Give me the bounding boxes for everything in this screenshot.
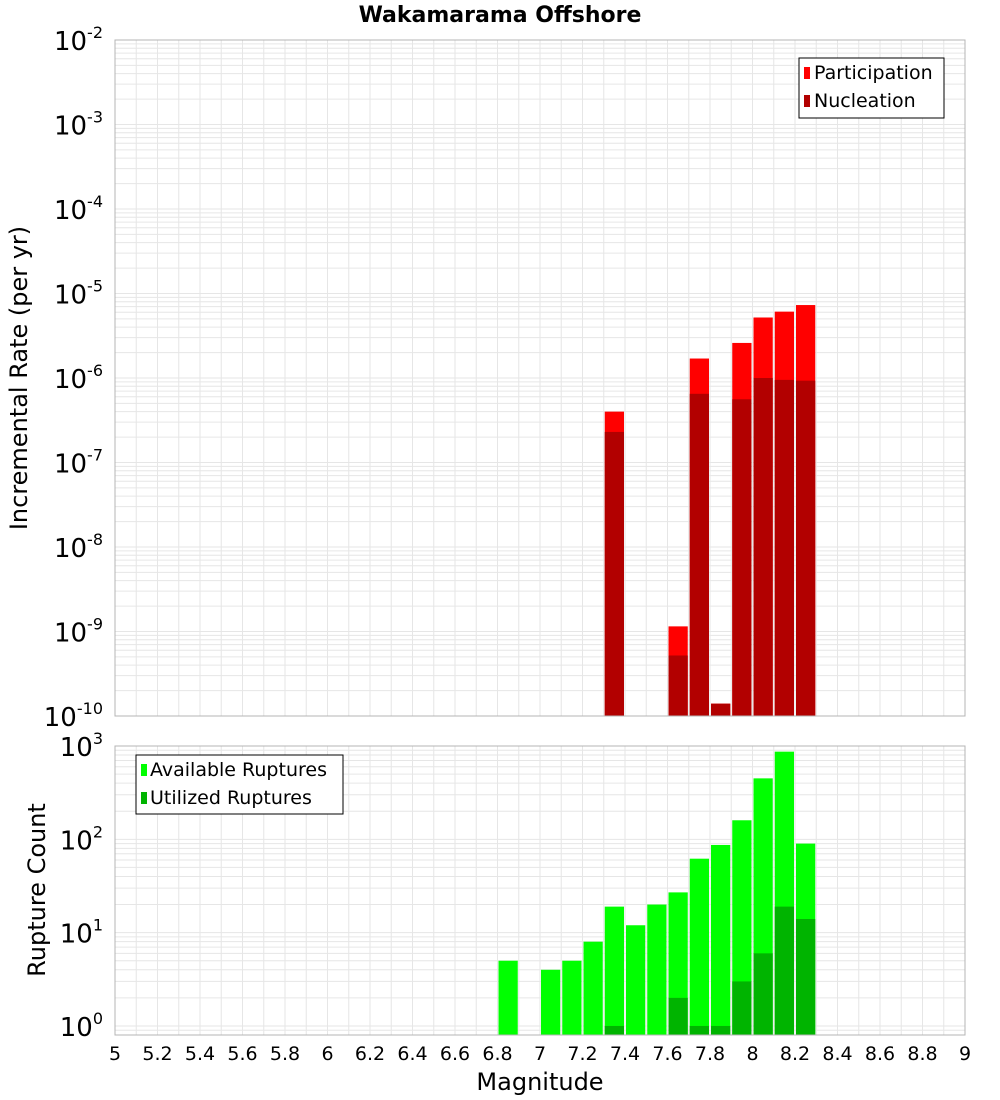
x-tick-label: 5.8 — [270, 1043, 300, 1065]
y-tick-label: 10-5 — [54, 277, 103, 311]
bar-utilized-ruptures — [753, 953, 773, 1035]
bar-utilized-ruptures — [796, 919, 816, 1035]
top-legend-box — [798, 57, 945, 119]
bar-utilized-ruptures — [689, 1025, 709, 1035]
bottom-plot-frame — [114, 745, 966, 1036]
bar-nucleation — [753, 378, 773, 716]
x-tick-label: 6.4 — [397, 1043, 427, 1065]
bar-available-ruptures — [498, 960, 518, 1035]
x-tick-label: 5.2 — [142, 1043, 172, 1065]
x-tick-label: 8.6 — [865, 1043, 895, 1065]
bar-available-ruptures — [689, 858, 709, 1035]
bar-available-ruptures — [711, 844, 731, 1035]
y-tick-label: 10-8 — [54, 530, 103, 564]
bar-nucleation — [796, 380, 816, 716]
y-tick-label: 100 — [60, 1009, 103, 1043]
x-tick-label: 8.2 — [780, 1043, 810, 1065]
x-tick-label: 7.4 — [610, 1043, 640, 1065]
x-tick-label: 7.6 — [652, 1043, 682, 1065]
legend-label-participation: Participation — [814, 62, 933, 84]
bottom-legend: Available Ruptures Utilized Ruptures — [135, 754, 344, 815]
y-tick-label: 101 — [60, 916, 103, 950]
bar-nucleation — [711, 703, 731, 716]
x-tick-label: 7 — [534, 1043, 546, 1065]
bottom-bars — [498, 751, 816, 1035]
x-tick-label: 5.6 — [227, 1043, 257, 1065]
x-axis-label: Magnitude — [476, 1068, 603, 1096]
x-tick-labels: 5 5.2 5.4 5.6 5.8 6 6.2 6.4 6.6 6.8 7 7.2 7.4 7.6 7.8 8… — [109, 1043, 971, 1065]
legend-label-available: Available Ruptures — [150, 759, 327, 781]
top-y-axis-label: Incremental Rate (per yr) — [5, 226, 33, 530]
bar-nucleation — [774, 379, 794, 716]
bar-utilized-ruptures — [774, 906, 794, 1035]
incremental-rate-panel: 10-10 10-9 10-8 10-7 10-6 10-5 10-4 10-3 10-2 In… — [5, 23, 966, 733]
bar-utilized-ruptures — [668, 997, 688, 1035]
x-tick-label: 6.8 — [482, 1043, 512, 1065]
bar-utilized-ruptures — [711, 1025, 731, 1035]
x-tick-label: 6 — [321, 1043, 333, 1065]
top-bars — [604, 305, 816, 716]
y-tick-label: 10-9 — [54, 615, 103, 649]
bar-nucleation — [732, 399, 752, 716]
legend-swatch-utilized — [141, 792, 147, 804]
legend-label-utilized: Utilized Ruptures — [150, 787, 312, 809]
bar-available-ruptures — [583, 941, 603, 1035]
legend-label-nucleation: Nucleation — [814, 90, 916, 112]
legend-swatch-nucleation — [804, 95, 810, 107]
y-tick-label: 10-2 — [54, 23, 103, 57]
bar-nucleation — [668, 655, 688, 716]
bar-utilized-ruptures — [732, 981, 752, 1035]
top-gridlines — [114, 39, 966, 717]
y-tick-label: 10-6 — [54, 361, 103, 395]
bar-nucleation — [689, 393, 709, 716]
x-tick-label: 9 — [959, 1043, 971, 1065]
rupture-count-panel: 100 101 102 103 5 5.2 5.4 5.6 5.8 6 6.2 6.4 6.6 6.8 7… — [23, 729, 971, 1096]
y-tick-label: 10-3 — [54, 108, 103, 142]
bar-utilized-ruptures — [604, 1025, 624, 1035]
y-tick-label: 10-7 — [54, 446, 103, 480]
x-tick-label: 5.4 — [185, 1043, 215, 1065]
bottom-legend-box — [135, 754, 344, 815]
y-tick-label: 102 — [60, 822, 103, 856]
top-legend: Participation Nucleation — [798, 57, 945, 119]
y-tick-label: 103 — [60, 729, 103, 763]
bar-available-ruptures — [541, 969, 561, 1035]
x-tick-label: 6.2 — [355, 1043, 385, 1065]
top-y-tick-labels: 10-10 10-9 10-8 10-7 10-6 10-5 10-4 10-3 10-2 — [44, 23, 103, 733]
top-plot-frame — [114, 39, 966, 717]
bottom-y-axis-label: Rupture Count — [23, 803, 51, 977]
legend-swatch-participation — [804, 67, 810, 79]
bar-nucleation — [604, 431, 624, 716]
chart-title: Wakamarama Offshore — [359, 3, 642, 28]
x-tick-label: 7.8 — [695, 1043, 725, 1065]
bar-available-ruptures — [732, 820, 752, 1035]
y-tick-label: 10-10 — [44, 699, 103, 733]
x-tick-label: 6.6 — [440, 1043, 470, 1065]
bottom-y-tick-labels: 100 101 102 103 — [60, 729, 103, 1043]
x-tick-label: 8.4 — [822, 1043, 852, 1065]
bar-available-ruptures — [562, 960, 582, 1035]
x-tick-label: 7.2 — [567, 1043, 597, 1065]
x-tick-label: 8.8 — [907, 1043, 937, 1065]
bar-available-ruptures — [604, 906, 624, 1035]
bar-available-ruptures — [626, 925, 646, 1035]
x-tick-label: 8 — [746, 1043, 758, 1065]
y-tick-label: 10-4 — [54, 192, 103, 226]
x-tick-label: 5 — [109, 1043, 121, 1065]
legend-swatch-available — [141, 764, 147, 776]
bar-available-ruptures — [647, 904, 667, 1035]
